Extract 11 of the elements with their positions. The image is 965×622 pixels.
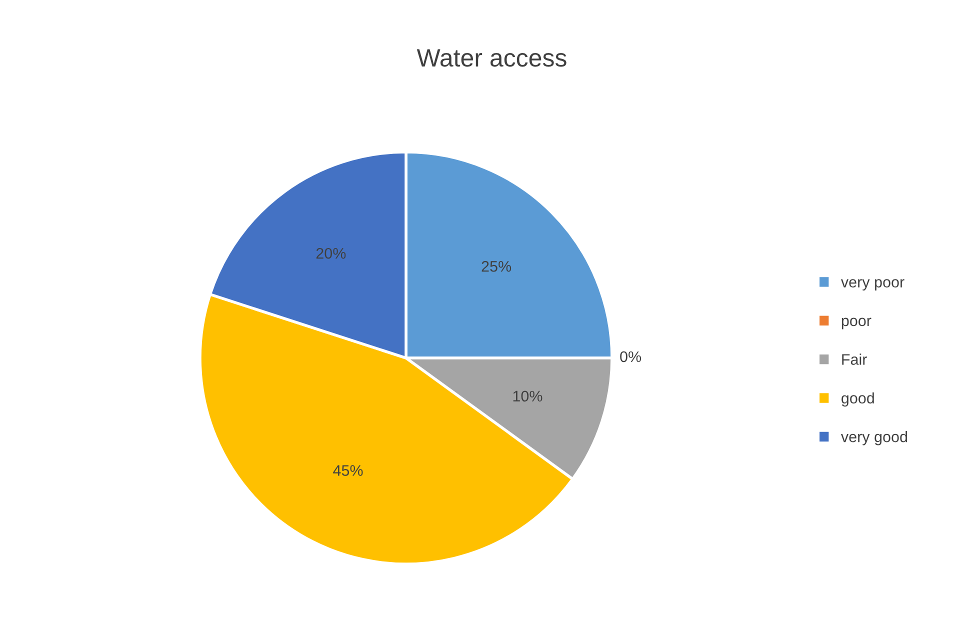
legend-label: good [842,392,874,407]
legend-label: Fair [842,354,867,365]
data-label: 10% [513,390,542,402]
data-label: 20% [316,248,346,259]
data-label: 25% [482,260,512,272]
text: 0% [620,351,642,362]
legend-label: very good [840,431,908,446]
legend-label: poor [842,318,872,330]
legend-label: very poor [840,279,904,291]
data-label: 45% [333,465,363,476]
chart-title: Water access [416,49,566,67]
